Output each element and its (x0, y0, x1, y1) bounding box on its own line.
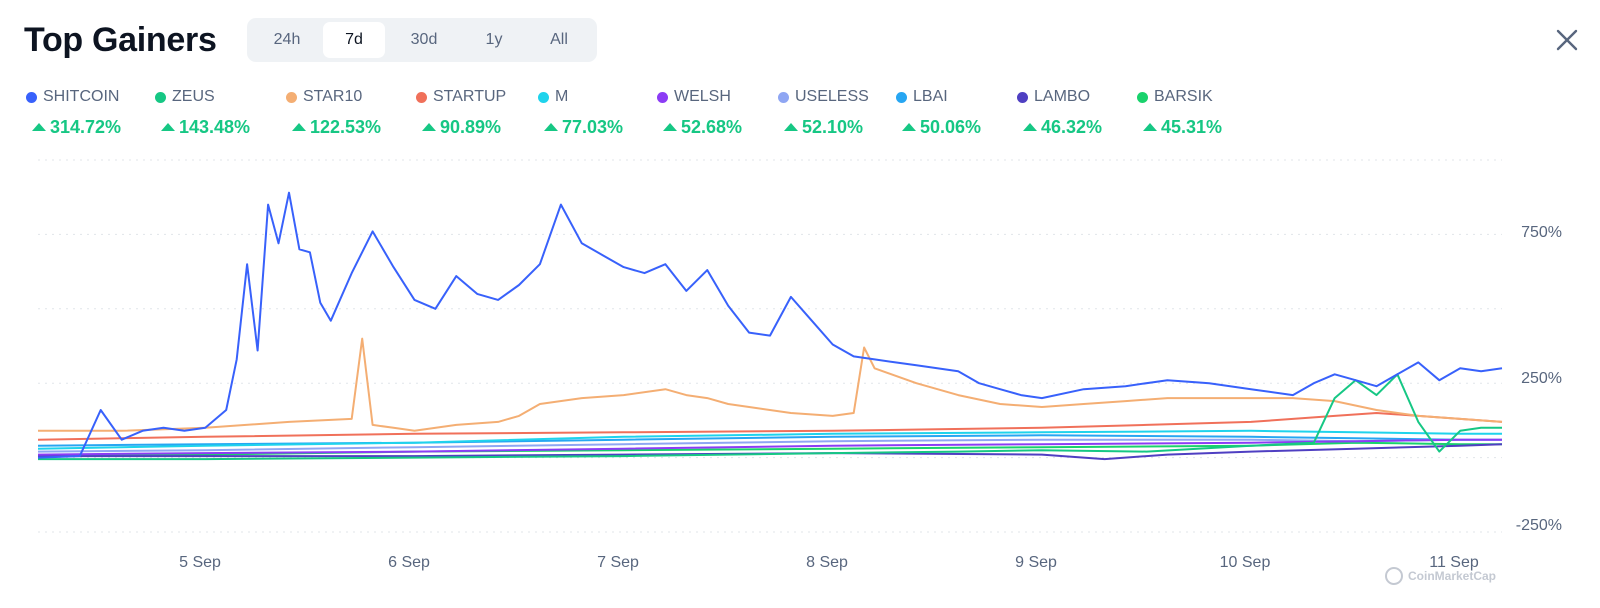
legend-item-lbai[interactable]: LBAI 50.06% (896, 84, 981, 144)
series-dot-icon (416, 91, 427, 103)
legend-name: USELESS (795, 88, 869, 105)
legend-item-zeus[interactable]: ZEUS 143.48% (155, 84, 250, 144)
close-icon[interactable] (1552, 25, 1582, 55)
caret-up-icon (784, 123, 798, 131)
legend-name: LAMBO (1034, 88, 1091, 105)
legend-name: ZEUS (172, 88, 215, 105)
legend-change: 52.68% (681, 116, 743, 137)
x-tick-label: 10 Sep (1220, 554, 1271, 571)
chart-legend: SHITCOIN 314.72% ZEUS 143.48% STAR10 122… (0, 84, 1600, 144)
x-tick-label: 7 Sep (597, 554, 639, 571)
x-tick-label: 11 Sep (1429, 554, 1479, 571)
watermark: CoinMarketCap (1385, 567, 1496, 585)
legend-change: 122.53% (310, 116, 382, 137)
caret-up-icon (422, 123, 436, 131)
y-axis-ticks: 750% 250% -250% (1516, 224, 1562, 534)
series-dot-icon (778, 91, 789, 103)
series-dot-icon (155, 91, 166, 103)
legend-name: SHITCOIN (43, 88, 120, 105)
y-tick-label: 250% (1521, 370, 1562, 387)
caret-up-icon (1023, 123, 1037, 131)
legend-change: 314.72% (50, 116, 122, 137)
legend-item-m[interactable]: M 77.03% (538, 84, 623, 144)
legend-name: BARSIK (1154, 88, 1213, 105)
series-line-zeus (38, 373, 1502, 461)
series-dot-icon (26, 91, 37, 103)
tab-24h[interactable]: 24h (273, 31, 301, 48)
tab-7d[interactable]: 7d (323, 22, 385, 58)
series-dot-icon (896, 91, 907, 103)
series-dot-icon (1137, 91, 1148, 103)
y-tick-label: -250% (1516, 517, 1562, 534)
x-axis-ticks: 5 Sep 6 Sep 7 Sep 8 Sep 9 Sep 10 Sep 11 … (179, 554, 1479, 571)
legend-change: 90.89% (440, 116, 502, 137)
coinmarketcap-logo-icon (1385, 567, 1403, 585)
series-dot-icon (286, 91, 297, 103)
legend-change: 77.03% (562, 116, 624, 137)
x-tick-label: 9 Sep (1015, 554, 1057, 571)
legend-name: STARTUP (433, 88, 507, 105)
series-line-lambo (38, 443, 1503, 461)
watermark-text: CoinMarketCap (1408, 569, 1496, 583)
legend-change: 143.48% (179, 116, 251, 137)
legend-name: WELSH (674, 88, 731, 105)
x-tick-label: 8 Sep (806, 554, 848, 571)
legend-change: 50.06% (920, 116, 982, 137)
legend-item-star10[interactable]: STAR10 122.53% (286, 84, 381, 144)
legend-item-barsik[interactable]: BARSIK 45.31% (1137, 84, 1222, 144)
legend-name: LBAI (913, 88, 948, 105)
caret-up-icon (902, 123, 916, 131)
tab-all[interactable]: All (550, 31, 568, 48)
legend-item-lambo[interactable]: LAMBO 46.32% (1017, 84, 1102, 144)
legend-change: 46.32% (1041, 116, 1103, 137)
tab-1y[interactable]: 1y (485, 31, 503, 48)
y-tick-label: 750% (1521, 224, 1562, 241)
caret-up-icon (544, 123, 558, 131)
caret-up-icon (292, 123, 306, 131)
legend-item-welsh[interactable]: WELSH 52.68% (657, 84, 742, 144)
series-line-welsh (37, 438, 1502, 456)
series-line-shitcoin (37, 191, 1503, 459)
legend-item-shitcoin[interactable]: SHITCOIN 314.72% (26, 84, 121, 144)
x-tick-label: 6 Sep (388, 554, 430, 571)
caret-up-icon (32, 123, 46, 131)
caret-up-icon (1143, 123, 1157, 131)
legend-change: 45.31% (1161, 116, 1223, 137)
series-dot-icon (657, 91, 668, 103)
series-dot-icon (1017, 91, 1028, 103)
series-line-star10 (38, 337, 1503, 432)
x-tick-label: 5 Sep (179, 554, 221, 571)
timeframe-tabs: 24h 7d 30d 1y All (247, 18, 597, 62)
legend-change: 52.10% (802, 116, 864, 137)
legend-item-startup[interactable]: STARTUP 90.89% (416, 84, 506, 144)
legend-name: STAR10 (303, 88, 363, 105)
series-line-m (37, 429, 1502, 450)
series-dot-icon (538, 91, 549, 103)
tab-30d[interactable]: 30d (410, 31, 438, 48)
chart-grid (38, 159, 1502, 533)
caret-up-icon (663, 123, 677, 131)
legend-item-useless[interactable]: USELESS 52.10% (778, 84, 869, 144)
legend-name: M (555, 88, 569, 105)
chart-series (37, 191, 1503, 461)
page-title: Top Gainers (24, 21, 217, 59)
caret-up-icon (161, 123, 175, 131)
